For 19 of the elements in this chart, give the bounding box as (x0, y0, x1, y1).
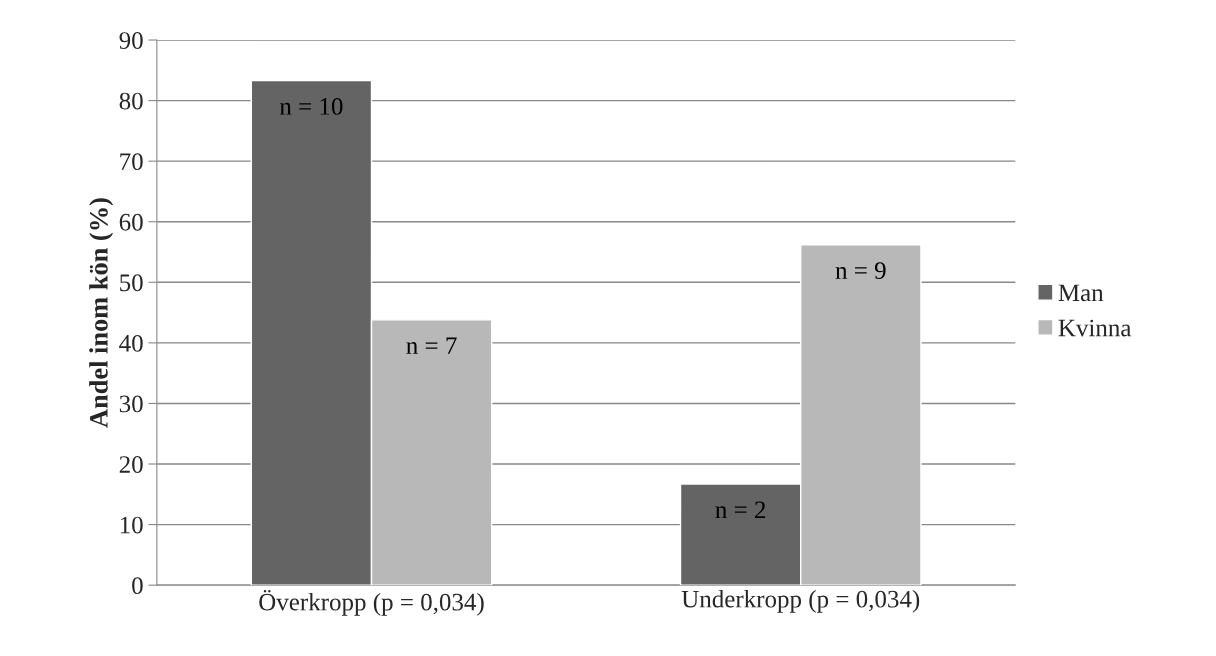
x-tick-label: Överkropp (p = 0,034) (259, 590, 484, 616)
legend-label: Kvinna (1058, 319, 1132, 337)
annotation: n = 2 (715, 501, 766, 519)
y-tick-label: 10 (120, 516, 143, 534)
y-tick-label: 40 (119, 334, 143, 352)
x-tick-label: Underkropp (p = 0,034) (681, 590, 920, 613)
y-tick-label: 90 (119, 32, 143, 49)
y-tick-label: 50 (120, 274, 143, 292)
annotation: n = 7 (406, 337, 457, 354)
y-tick-label: 0 (132, 577, 143, 595)
y-tick-label: 80 (119, 92, 143, 110)
legend-label: Man (1058, 284, 1104, 302)
annotation: n = 10 (279, 97, 343, 115)
y-axis-title: Andel inom kön (%) (89, 198, 114, 428)
y-tick-label: 30 (119, 395, 143, 413)
y-tick-label: 70 (120, 153, 143, 171)
y-tick-label: 60 (119, 213, 143, 231)
y-tick-label: 20 (119, 456, 143, 473)
annotation: n = 9 (835, 262, 886, 280)
